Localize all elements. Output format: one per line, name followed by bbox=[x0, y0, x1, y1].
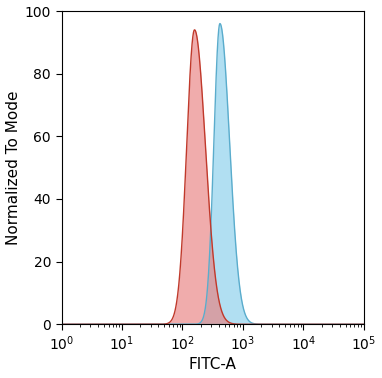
Y-axis label: Normalized To Mode: Normalized To Mode bbox=[6, 90, 21, 245]
X-axis label: FITC-A: FITC-A bbox=[189, 358, 236, 372]
